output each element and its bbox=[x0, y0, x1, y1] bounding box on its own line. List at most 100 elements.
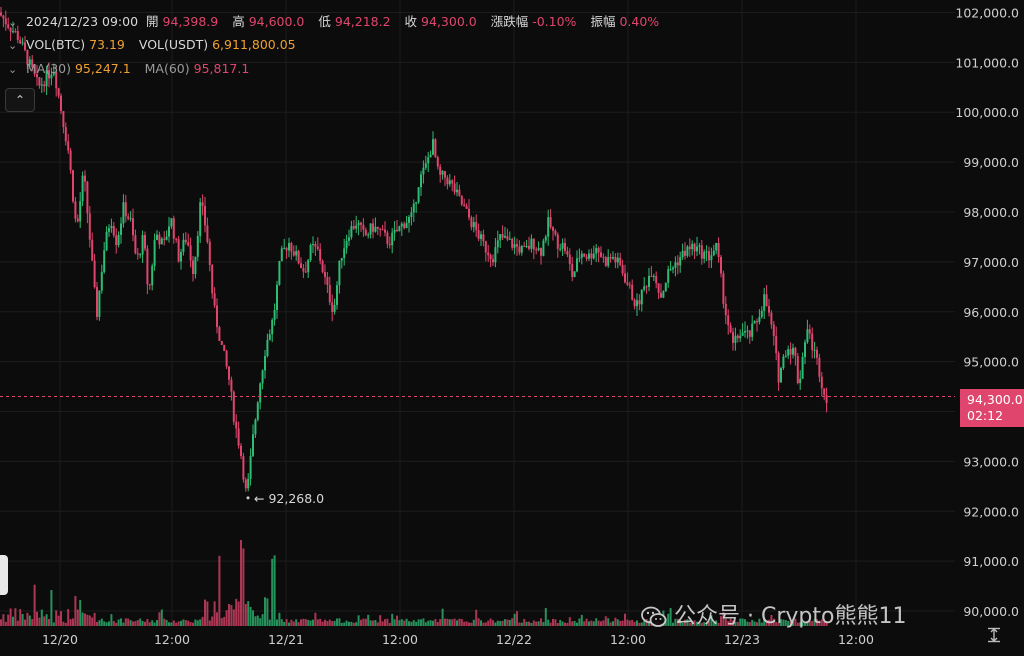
volume-bar bbox=[554, 619, 557, 626]
candle-body bbox=[595, 248, 598, 254]
candle-body bbox=[235, 421, 238, 429]
volume-bar bbox=[640, 622, 643, 626]
volume-bar bbox=[460, 619, 463, 626]
candle-body bbox=[362, 224, 365, 230]
volume-bar bbox=[648, 620, 650, 626]
x-tick-label: 12/21 bbox=[268, 632, 304, 647]
candle-body bbox=[525, 245, 528, 247]
candle-body bbox=[74, 201, 77, 219]
candle-body bbox=[708, 251, 710, 261]
volume-bar bbox=[64, 622, 67, 626]
candle-body bbox=[386, 232, 389, 244]
chevron-down-icon[interactable]: ⌄ bbox=[8, 16, 18, 29]
volume-bar bbox=[348, 621, 350, 626]
candle-body bbox=[14, 31, 17, 33]
side-panel-handle[interactable] bbox=[0, 555, 8, 595]
candle-body bbox=[141, 234, 144, 255]
volume-bar bbox=[676, 618, 679, 626]
volume-bar bbox=[228, 603, 230, 626]
ma-legend-row: ⌄ MA(30) 95,247.1 MA(60) 95,817.1 bbox=[8, 61, 259, 76]
candle-body bbox=[496, 240, 499, 248]
volume-bar bbox=[249, 606, 252, 626]
volume-bar bbox=[225, 610, 228, 626]
candle-body bbox=[619, 257, 622, 266]
candle-body bbox=[444, 171, 446, 178]
volume-bar bbox=[636, 620, 638, 626]
reset-zoom-icon[interactable] bbox=[986, 627, 1002, 643]
candle-body bbox=[518, 246, 521, 253]
candle-body bbox=[405, 222, 408, 229]
candle-body bbox=[429, 154, 432, 158]
candle-body bbox=[254, 419, 257, 435]
volume-bar bbox=[19, 609, 22, 626]
volume-bar bbox=[523, 619, 526, 626]
candle-body bbox=[604, 257, 607, 266]
volume-bar bbox=[357, 615, 360, 626]
volume-bar bbox=[768, 619, 770, 626]
candle-body bbox=[748, 330, 751, 337]
volume-bar bbox=[43, 616, 46, 626]
volume-bar bbox=[40, 609, 43, 626]
collapse-legend-button[interactable]: ⌃ bbox=[5, 88, 35, 112]
candle-body bbox=[794, 347, 797, 357]
candle-countdown: 02:12 bbox=[967, 408, 1004, 423]
candle-body bbox=[343, 248, 346, 259]
volume-bar bbox=[559, 619, 562, 626]
volume-bar bbox=[679, 619, 682, 626]
volume-bar bbox=[501, 620, 504, 626]
candle-body bbox=[175, 238, 178, 240]
volume-bar bbox=[667, 613, 670, 626]
volume-bar bbox=[530, 622, 533, 626]
volume-bar bbox=[62, 621, 65, 626]
candle-body bbox=[232, 391, 235, 422]
y-tick-label: 92,000.0 bbox=[963, 504, 1019, 519]
current-price-tag: 94,300.0 02:12 bbox=[960, 389, 1024, 427]
chevron-down-icon[interactable]: ⌄ bbox=[8, 63, 18, 76]
volume-bar bbox=[760, 622, 763, 626]
volume-bar bbox=[590, 620, 593, 626]
candle-body bbox=[676, 262, 679, 266]
candle-body bbox=[465, 206, 468, 209]
volume-bar bbox=[703, 622, 706, 626]
volume-bar bbox=[804, 622, 806, 626]
volume-bar bbox=[350, 621, 353, 626]
volume-bar bbox=[38, 617, 41, 626]
volume-bar bbox=[340, 622, 343, 626]
volume-bar bbox=[360, 619, 362, 626]
volume-bar bbox=[163, 618, 166, 626]
volume-bar bbox=[261, 614, 264, 626]
candle-body bbox=[264, 355, 266, 371]
volume-bar bbox=[458, 618, 461, 626]
volume-bar bbox=[355, 622, 358, 626]
volume-bar bbox=[595, 618, 598, 626]
ma30-label: MA(30) bbox=[25, 61, 71, 76]
volume-bar bbox=[374, 619, 377, 626]
candle-body bbox=[823, 388, 826, 396]
candle-body bbox=[139, 254, 142, 256]
candle-body bbox=[302, 268, 305, 272]
volume-bar bbox=[801, 622, 804, 626]
high-label: 高 bbox=[232, 14, 245, 29]
volume-bar bbox=[537, 621, 540, 626]
y-tick-label: 96,000.0 bbox=[963, 305, 1019, 320]
candle-body bbox=[638, 300, 641, 305]
candle-body bbox=[532, 238, 535, 250]
volume-bar bbox=[820, 619, 823, 626]
volume-bar bbox=[201, 616, 204, 626]
volume-bar bbox=[81, 612, 84, 626]
candle-body bbox=[640, 289, 643, 305]
volume-bar bbox=[477, 618, 480, 626]
volume-bar bbox=[240, 539, 242, 626]
candle-body bbox=[376, 226, 379, 229]
candle-body bbox=[561, 242, 564, 249]
y-tick-label: 95,000.0 bbox=[963, 355, 1019, 370]
volume-bar bbox=[129, 620, 132, 626]
candle-body bbox=[12, 31, 14, 33]
volume-bar bbox=[321, 621, 324, 626]
volume-bar bbox=[585, 618, 588, 626]
chevron-down-icon[interactable]: ⌄ bbox=[8, 39, 18, 52]
volume-bar bbox=[540, 618, 542, 626]
volume-bar bbox=[237, 601, 240, 626]
candle-body bbox=[110, 226, 113, 229]
